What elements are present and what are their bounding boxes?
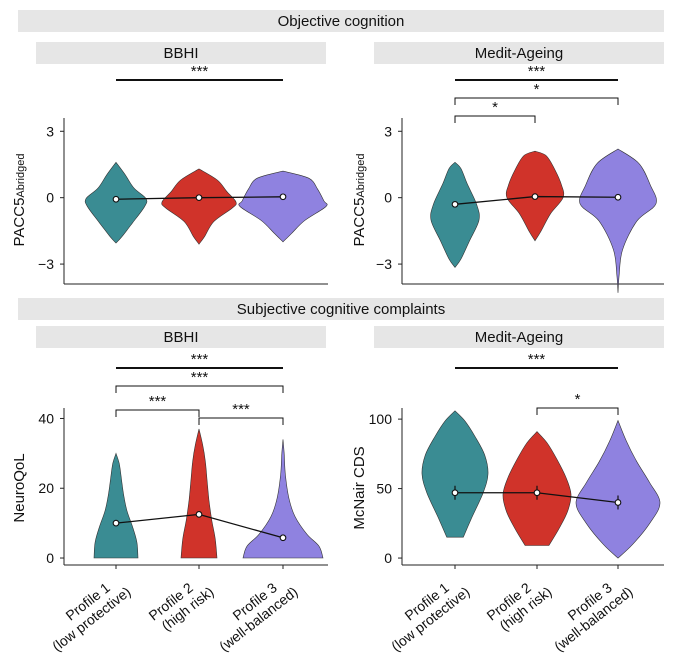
x-tick-label: Profile 2(high risk) (483, 571, 554, 636)
y-tick-label: 3 (46, 123, 54, 139)
panel-title: Medit-Ageing (474, 44, 564, 62)
median-point (451, 200, 459, 208)
significance-label: *** (191, 63, 209, 80)
median-point (279, 534, 287, 542)
significance-bracket (454, 97, 619, 105)
median-point (614, 499, 622, 506)
significance-label: * (534, 81, 540, 98)
y-tick-label: 0 (384, 550, 392, 566)
panel-header-medit-objective: Medit-Ageing (374, 42, 664, 64)
x-tick-label: Profile 3(well-balanced) (206, 571, 301, 655)
significance-bracket (115, 385, 284, 393)
significance-bracket (115, 409, 200, 417)
violin-teal (84, 161, 148, 244)
section-title-subjective: Subjective cognitive complaints (236, 300, 446, 318)
violin-teal (93, 452, 139, 559)
y-axis-label: NeuroQoL (11, 453, 28, 522)
chart-panel-1: 3 0 −3 PACC5Abridged *** (11, 63, 328, 285)
significance-bracket (536, 407, 619, 415)
violin-purple (579, 148, 657, 293)
panel-header-medit-subjective: Medit-Ageing (374, 326, 664, 348)
panel-header-bbhi-objective: BBHI (36, 42, 326, 64)
significance-label: *** (191, 351, 209, 368)
median-point (531, 193, 539, 200)
y-tick-label: −3 (38, 256, 54, 272)
section-band-subjective: Subjective cognitive complaints (18, 298, 664, 320)
violin-red (180, 428, 218, 559)
violin-purple (575, 419, 661, 559)
x-tick-label: Profile 1(low protective) (39, 571, 134, 655)
significance-label: *** (149, 393, 167, 410)
median-point (195, 511, 203, 518)
significance-bracket (454, 115, 536, 123)
median-point (112, 519, 120, 527)
median-point (451, 489, 459, 497)
x-tick-label: Profile 2(high risk) (145, 571, 216, 636)
y-tick-label: 20 (38, 480, 54, 496)
y-axis-label: McNair CDS (351, 446, 368, 529)
violin-teal (430, 161, 480, 268)
y-tick-label: 50 (376, 481, 392, 497)
y-tick-label: 0 (46, 190, 54, 206)
violin-red (161, 168, 237, 245)
y-axis-label: PACC5Abridged (351, 154, 368, 247)
y-tick-label: 0 (46, 550, 54, 566)
significance-label: * (492, 99, 498, 116)
significance-label: *** (528, 351, 546, 368)
median-point (279, 193, 287, 201)
y-tick-label: 40 (38, 410, 54, 426)
y-tick-label: 100 (369, 411, 393, 427)
y-axis-label: PACC5Abridged (11, 154, 28, 247)
section-title-objective: Objective cognition (277, 12, 405, 30)
section-band-objective: Objective cognition (18, 10, 664, 32)
significance-label: *** (232, 401, 250, 418)
x-tick-label: Profile 1(low protective) (378, 571, 473, 655)
violin-teal (421, 410, 489, 538)
y-tick-label: −3 (376, 256, 392, 272)
x-tick-label: Profile 3(well-balanced) (541, 571, 636, 655)
y-tick-label: 3 (384, 123, 392, 139)
panel-title: BBHI (163, 44, 199, 62)
y-tick-label: 0 (384, 190, 392, 206)
significance-label: *** (528, 63, 546, 80)
panel-title: Medit-Ageing (474, 328, 564, 346)
significance-bracket (198, 417, 284, 425)
panel-header-bbhi-subjective: BBHI (36, 326, 326, 348)
violin-purple (238, 170, 328, 243)
median-point (614, 193, 622, 201)
median-point (195, 194, 203, 202)
significance-label: *** (191, 369, 209, 386)
significance-label: * (575, 391, 581, 408)
median-point (112, 195, 120, 203)
median-point (533, 489, 541, 497)
panel-title: BBHI (163, 328, 199, 346)
